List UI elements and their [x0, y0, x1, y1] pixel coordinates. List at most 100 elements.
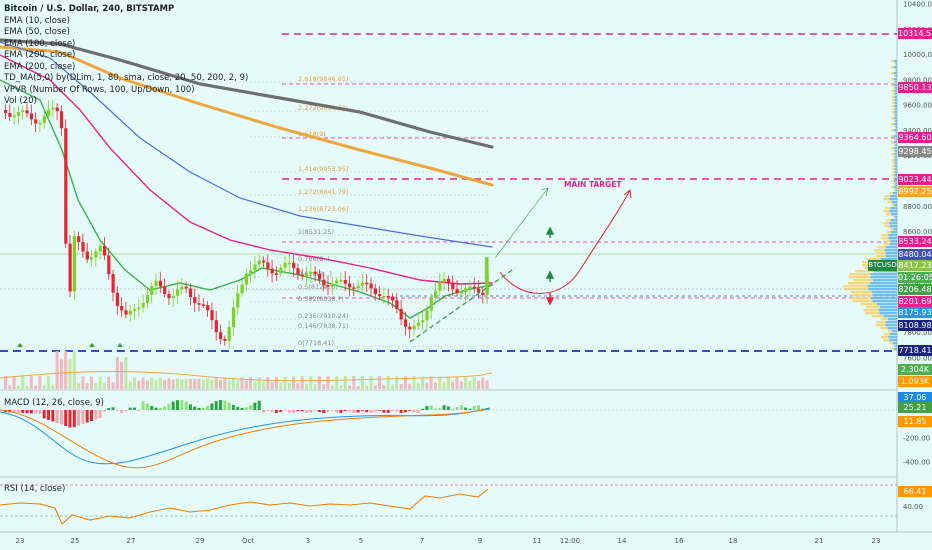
candle-body	[309, 271, 313, 275]
vpvr-bar-yellow	[891, 84, 894, 87]
volume-bar	[158, 377, 162, 389]
vpvr-bar-yellow	[876, 246, 886, 249]
vpvr-bar-blue	[879, 306, 897, 309]
macd-histogram-bar	[120, 410, 124, 413]
legend-ema10[interactable]: EMA (10, close)	[4, 15, 70, 26]
candle-body	[167, 294, 171, 299]
volume-bar	[262, 381, 265, 389]
vpvr-bar-yellow	[890, 228, 894, 231]
vpvr-bar-yellow	[891, 153, 894, 156]
volume-bar	[356, 385, 360, 389]
macd-histogram-bar	[309, 410, 313, 413]
fib-label: 0.382(8038.?)	[298, 295, 344, 303]
legend-volume[interactable]: Vol (20)	[4, 96, 37, 106]
vpvr-bar-yellow	[875, 324, 886, 327]
vpvr-bar-yellow	[879, 327, 888, 330]
macd-histogram-bar	[16, 410, 20, 413]
ema-200-orange-line	[0, 45, 494, 187]
rsi-label[interactable]: RSI (14, close)	[4, 484, 66, 494]
macd-label[interactable]: MACD (12, 26, close, 9)	[4, 398, 104, 408]
macd-histogram-bar	[464, 407, 468, 410]
candle-body	[4, 110, 8, 114]
vpvr-bar-blue	[893, 66, 897, 69]
vpvr-bar-blue	[891, 330, 897, 333]
macd-pane	[0, 400, 897, 469]
volume-bar	[236, 380, 240, 389]
vpvr-bar-blue	[893, 186, 897, 189]
candlesticks	[4, 99, 489, 349]
candle-body	[47, 109, 51, 117]
candle-body	[227, 327, 231, 341]
vpvr-bar-blue	[895, 144, 897, 147]
macd-histogram-bar	[429, 405, 433, 410]
candle-body	[270, 268, 274, 274]
vpvr-bar-blue	[894, 87, 897, 90]
macd-histogram-bar	[111, 407, 115, 410]
vpvr-bar-blue	[889, 198, 897, 201]
volume-bar	[219, 379, 222, 389]
volume-bar	[326, 376, 330, 389]
candle-body	[279, 267, 283, 274]
macd-histogram-bar	[451, 408, 455, 410]
volume-bar	[244, 380, 248, 389]
vpvr-bar-blue	[893, 228, 897, 231]
candle-body	[236, 293, 240, 308]
vpvr-bar-blue	[895, 75, 897, 78]
rsi-line	[0, 488, 489, 525]
vpvr-bar-yellow	[893, 345, 896, 348]
vpvr-bar-blue	[895, 150, 897, 153]
volume-ma-line	[0, 371, 493, 382]
candle-body	[94, 251, 98, 258]
candle-body	[128, 310, 132, 315]
vpvr-bar-yellow	[893, 87, 895, 90]
candle-body	[296, 268, 300, 275]
legend-ema50[interactable]: EMA (50, close)	[4, 27, 70, 37]
vpvr-bar-blue	[893, 180, 897, 183]
legend-ema200b[interactable]: EMA (200, close)	[4, 61, 76, 72]
candle-body	[395, 300, 399, 309]
volume-bar	[8, 385, 12, 389]
volume-bar	[176, 378, 179, 389]
time-axis-label: 21	[815, 537, 824, 545]
legend-ema200[interactable]: EMA (200, close)	[4, 50, 76, 60]
candle-body	[356, 285, 360, 289]
volume-bar	[369, 376, 373, 389]
indicator-legend: Bitcoin / U.S. Dollar, 240, BITSTAMP EMA…	[4, 3, 248, 107]
price-axis-label: 7800.00	[903, 329, 932, 337]
volume-bar	[68, 358, 72, 389]
volume-bar	[472, 377, 476, 389]
fibonacci-levels: 2.618(9846.65) 2.272(9690.6?) 1.618(9) 1.41…	[0, 33, 897, 352]
candle-body	[59, 111, 64, 129]
time-axis-label: 14	[618, 537, 627, 545]
legend-td-ma[interactable]: TD_MA(5,0) by(DLim, 1, 80, sma, close, 2…	[4, 73, 249, 83]
fib-label: 0(7718.41)	[298, 339, 334, 347]
vpvr-bar-yellow	[894, 63, 896, 66]
vpvr-bar-yellow	[894, 189, 896, 192]
candle-body	[12, 115, 16, 118]
macd-histogram-bar	[446, 406, 450, 410]
vpvr-bar-blue	[892, 342, 897, 345]
macd-histogram-bar	[403, 410, 407, 413]
volume-bar	[171, 379, 175, 389]
vpvr-bar-blue	[889, 210, 897, 213]
vpvr-bar-yellow	[876, 321, 886, 324]
candle-body	[378, 294, 382, 297]
macd-histogram-bar	[25, 410, 29, 414]
vpvr-bar-blue	[893, 135, 897, 138]
volume-bar	[38, 376, 42, 389]
arrow-up-icon	[545, 226, 555, 238]
legend-vpvr[interactable]: VPVR (Number Of Rows, 100, Up/Down, 100)	[4, 84, 195, 95]
volume-bar	[477, 380, 480, 389]
symbol-title[interactable]: Bitcoin / U.S. Dollar, 240, BITSTAMP	[4, 4, 175, 14]
vpvr-bar-yellow	[894, 75, 896, 78]
macd-histogram-bar	[197, 407, 201, 410]
vpvr-bar-yellow	[891, 60, 894, 63]
volume-bar	[292, 376, 296, 389]
volume-bar	[12, 376, 16, 389]
candle-body	[197, 303, 201, 305]
vpvr-bar-yellow	[882, 222, 890, 225]
legend-ema100[interactable]: EMA (100, close)	[4, 38, 76, 49]
projected-path	[499, 189, 631, 294]
fib-label: 0.786(8..)	[298, 255, 330, 263]
